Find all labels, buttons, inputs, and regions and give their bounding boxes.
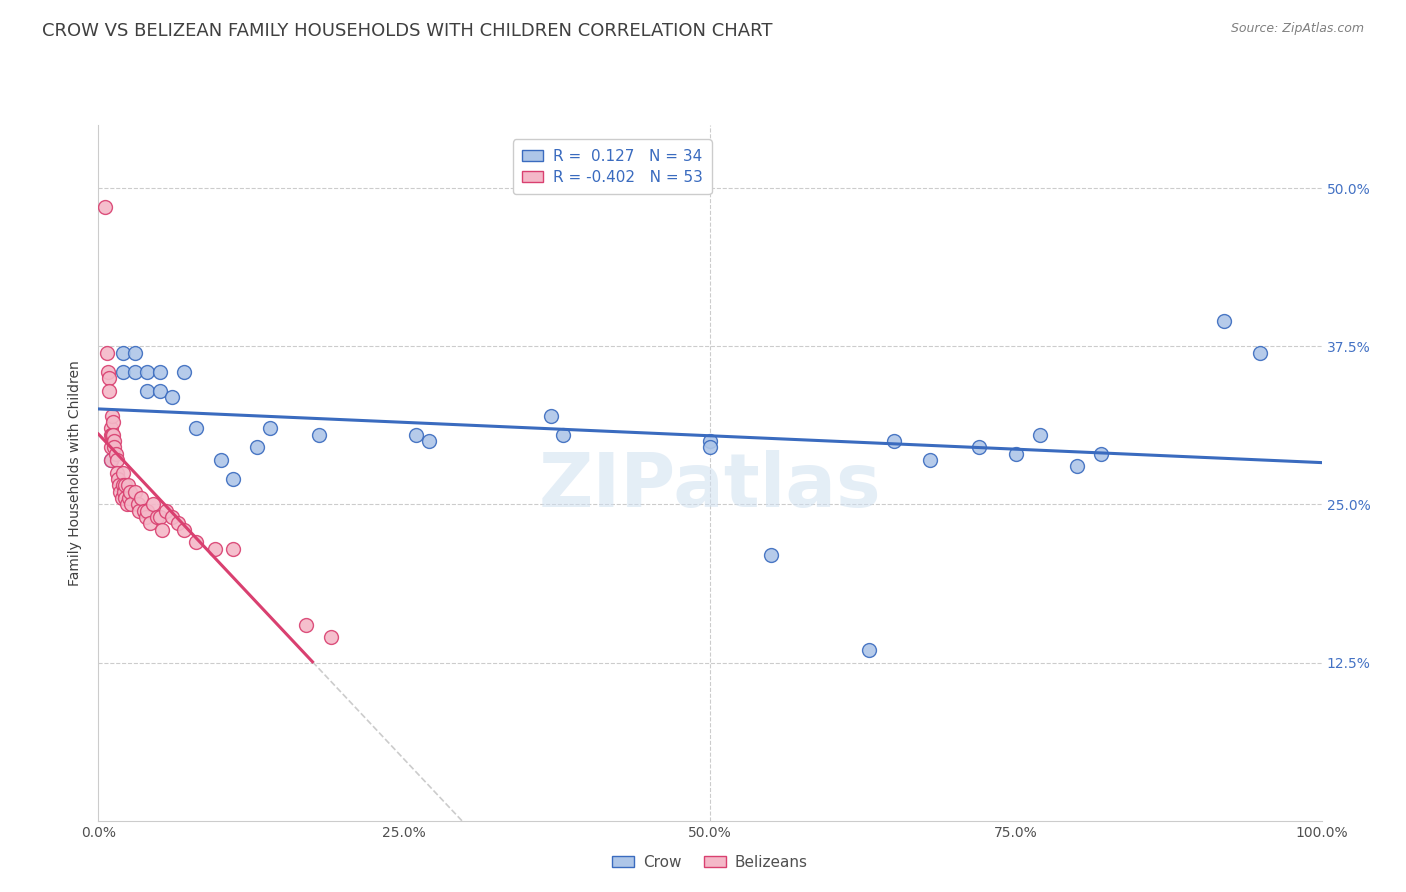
Point: [127, 497, 149, 511]
Point: [136, 504, 159, 518]
Point: [117, 478, 139, 492]
Point: [920, 453, 942, 467]
Point: [149, 384, 172, 398]
Point: [100, 441, 122, 455]
Point: [96, 345, 118, 359]
Point: [105, 466, 128, 480]
Point: [111, 345, 134, 359]
Point: [120, 484, 142, 499]
Point: [295, 617, 318, 632]
Point: [246, 441, 269, 455]
Point: [173, 523, 195, 537]
Point: [110, 484, 132, 499]
Text: CROW VS BELIZEAN FAMILY HOUSEHOLDS WITH CHILDREN CORRELATION CHART: CROW VS BELIZEAN FAMILY HOUSEHOLDS WITH …: [42, 22, 773, 40]
Point: [1090, 447, 1112, 461]
Point: [967, 441, 990, 455]
Point: [160, 390, 183, 404]
Point: [160, 510, 183, 524]
Point: [308, 427, 330, 442]
Point: [135, 510, 157, 524]
Point: [100, 427, 122, 442]
Point: [101, 415, 124, 429]
Point: [149, 365, 172, 379]
Point: [1249, 345, 1271, 359]
Point: [111, 478, 134, 492]
Point: [699, 441, 721, 455]
Point: [112, 484, 135, 499]
Text: Source: ZipAtlas.com: Source: ZipAtlas.com: [1230, 22, 1364, 36]
Point: [761, 548, 783, 562]
Point: [101, 427, 124, 442]
Point: [111, 365, 134, 379]
Point: [93, 200, 115, 214]
Point: [100, 421, 122, 435]
Point: [107, 472, 129, 486]
Point: [149, 510, 172, 524]
Point: [114, 491, 136, 505]
Point: [104, 447, 127, 461]
Point: [120, 497, 142, 511]
Point: [101, 427, 124, 442]
Point: [1004, 447, 1026, 461]
Point: [111, 466, 134, 480]
Point: [103, 441, 125, 455]
Point: [108, 478, 131, 492]
Point: [186, 421, 208, 435]
Point: [146, 510, 169, 524]
Point: [136, 365, 159, 379]
Point: [1029, 427, 1052, 442]
Point: [111, 491, 134, 505]
Point: [209, 453, 232, 467]
Point: [124, 365, 146, 379]
Point: [136, 384, 159, 398]
Point: [883, 434, 905, 449]
Point: [124, 484, 146, 499]
Point: [186, 535, 208, 549]
Point: [553, 427, 575, 442]
Point: [124, 345, 146, 359]
Point: [97, 365, 120, 379]
Point: [259, 421, 281, 435]
Point: [405, 427, 427, 442]
Point: [100, 453, 122, 467]
Point: [139, 516, 162, 531]
Text: ZIPatlas: ZIPatlas: [538, 450, 882, 524]
Point: [100, 453, 122, 467]
Point: [129, 491, 152, 505]
Point: [118, 491, 141, 505]
Point: [103, 434, 125, 449]
Point: [167, 516, 190, 531]
Point: [319, 630, 342, 644]
Point: [222, 541, 245, 556]
Point: [114, 478, 136, 492]
Point: [699, 434, 721, 449]
Point: [418, 434, 440, 449]
Point: [858, 643, 880, 657]
Point: [98, 384, 121, 398]
Point: [128, 504, 150, 518]
Point: [155, 504, 177, 518]
Point: [540, 409, 562, 423]
Point: [142, 497, 165, 511]
Legend: Crow, Belizeans: Crow, Belizeans: [606, 848, 814, 876]
Point: [1066, 459, 1088, 474]
Point: [1212, 314, 1234, 328]
Point: [98, 371, 121, 385]
Point: [101, 409, 124, 423]
Y-axis label: Family Households with Children: Family Households with Children: [69, 359, 83, 586]
Point: [115, 497, 138, 511]
Point: [105, 453, 128, 467]
Point: [173, 365, 195, 379]
Point: [204, 541, 226, 556]
Point: [222, 472, 245, 486]
Point: [150, 523, 173, 537]
Point: [132, 504, 155, 518]
